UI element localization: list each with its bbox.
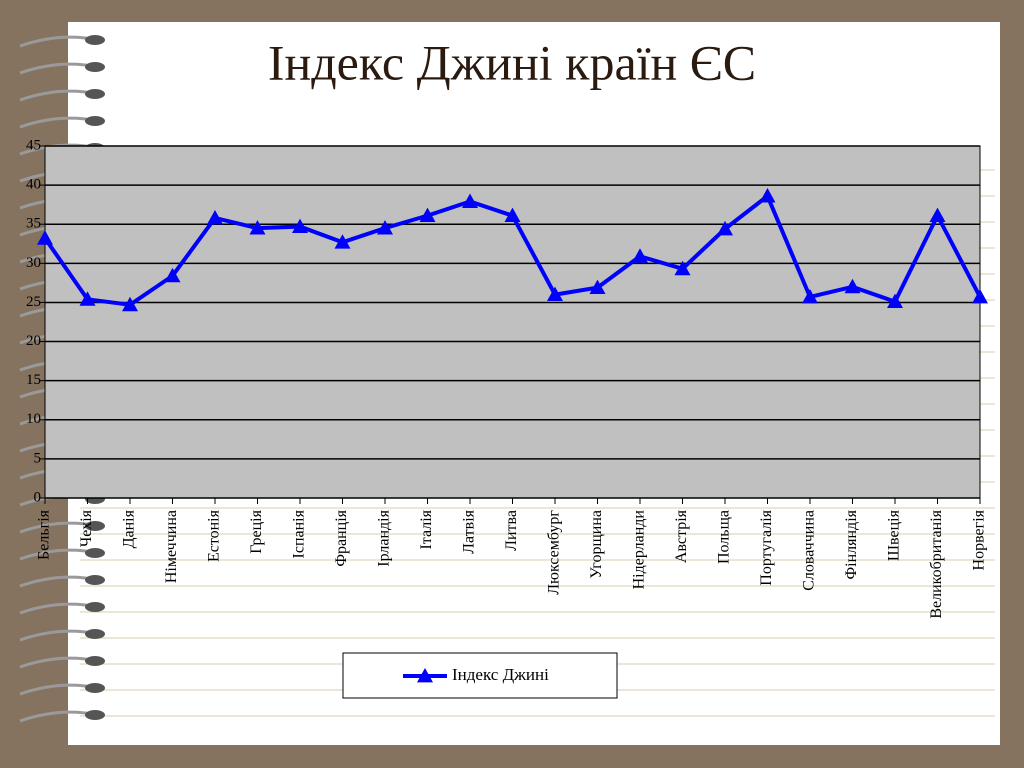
y-tick-label: 45 [26,137,41,153]
x-tick-label: Чехія [78,509,95,547]
ring-hole [85,116,105,126]
marker [759,188,776,203]
marker [79,291,96,306]
marker [589,279,606,294]
x-tick-label: Німеччина [163,510,180,583]
marker [929,207,946,223]
marker [207,209,223,225]
y-tick-label: 30 [26,255,41,271]
y-tick-label: 25 [26,294,41,310]
x-tick-label: Литва [503,510,520,551]
ring-hole [85,683,105,693]
marker [122,296,138,312]
x-tick-label: Португалія [758,509,775,585]
ring-hole [85,35,105,45]
marker [632,248,648,263]
y-tick-label: 20 [26,333,41,349]
marker [249,220,266,235]
y-tick-label: 5 [34,450,42,466]
x-tick-label: Норвегія [971,509,988,570]
ring-hole [85,89,105,99]
plot-area [44,145,981,499]
marker [164,267,181,283]
ring-hole [85,629,105,639]
marker [377,220,393,235]
x-tick-label: Польща [716,510,733,564]
marker [504,207,521,223]
x-tick-label: Франція [333,509,350,566]
marker [37,230,53,245]
marker [802,288,818,304]
marker [844,278,861,294]
ring-hole [85,656,105,666]
ring-hole [85,62,105,72]
x-tick-label: Словаччина [801,510,818,591]
ring-hole [85,575,105,585]
marker [887,293,903,309]
x-tick-label: Фінляндія [843,509,860,579]
legend-marker [417,668,433,683]
y-tick-label: 0 [34,489,42,505]
ring-hole [85,521,105,531]
ring-hole [85,602,105,612]
x-tick-label: Іспанія [291,509,308,558]
marker [547,286,563,302]
x-tick-label: Греція [248,509,265,553]
y-tick-label: 10 [26,411,41,427]
x-tick-label: Угорщина [588,510,605,579]
x-tick-label: Естонія [206,509,223,562]
x-tick-label: Австрія [673,509,690,563]
x-tick-label: Італія [418,509,435,549]
marker [462,193,478,208]
x-tick-label: Нідерланди [631,510,648,590]
y-tick-label: 15 [26,372,41,388]
marker [292,218,308,233]
chart: 0 5 10 15 20 25 30 35 40 45 Бельгія Чехія Данія Німеч… [26,137,988,619]
x-tick-label: Великобританія [928,509,945,618]
x-tick-label: Швеція [886,509,903,561]
x-tick-label: Люксембург [546,510,563,595]
x-tick-label: Латвія [461,509,478,554]
y-tick-label: 40 [26,177,41,193]
legend-label: Індекс Джині [452,665,549,684]
legend [342,652,618,699]
marker [717,220,733,236]
chart-title: Індекс Джині країн ЄС [268,34,756,90]
ring-hole [85,710,105,720]
marker [972,288,988,304]
y-tick-label: 35 [26,216,41,232]
marker [419,207,436,223]
ring-hole [85,548,105,558]
x-tick-label: Данія [121,509,138,548]
x-tick-label: Бельгія [36,509,53,560]
x-tick-label: Ірландія [376,509,393,566]
marker [674,260,691,276]
marker [334,234,351,249]
